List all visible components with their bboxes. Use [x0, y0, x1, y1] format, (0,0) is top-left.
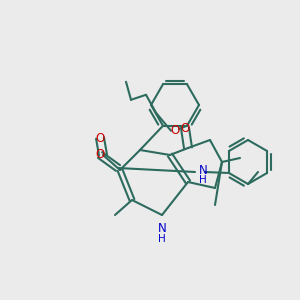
Text: O: O	[95, 148, 105, 161]
Text: H: H	[158, 234, 166, 244]
Text: O: O	[180, 122, 190, 134]
Text: O: O	[170, 124, 180, 137]
Text: N: N	[199, 164, 207, 176]
Text: N: N	[158, 223, 166, 236]
Text: O: O	[95, 131, 105, 145]
Text: H: H	[199, 175, 207, 185]
